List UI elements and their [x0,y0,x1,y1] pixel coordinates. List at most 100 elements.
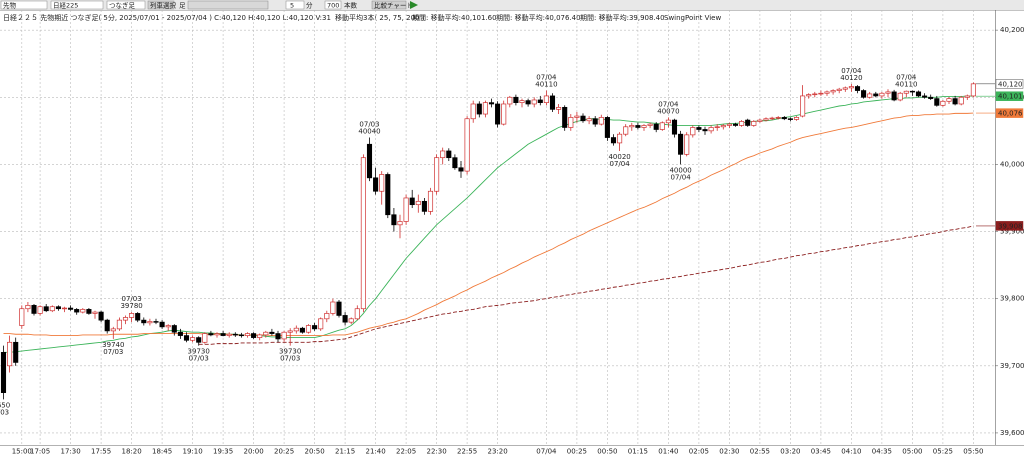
x-tick-label: 04:35 [872,448,892,456]
candle-body [653,123,659,130]
legend-entry: 期間: 移動平均:40,076.40 [496,13,581,22]
candle-body [879,92,885,97]
candle-body [903,90,909,94]
candle-body [257,334,263,338]
dropdown[interactable] [50,0,104,10]
candle-body [732,123,739,126]
candle-body [86,309,92,314]
candle-body [592,118,598,125]
candle-body [464,118,470,172]
candle-body [196,337,202,343]
candle-body [934,98,940,106]
candle-body [610,137,617,144]
candle-body [263,331,269,336]
candle-body [946,98,952,102]
x-tick-label: 19:35 [213,448,233,456]
candle-body [726,123,732,126]
candle-body [165,325,171,328]
candle-body [812,93,818,96]
candle-body [440,150,446,159]
y-tick-label: 39,800 [1000,295,1024,303]
candle-body [696,127,702,130]
chart-subtitle: 移動平均3本( 25, 75, 200 ) [335,13,425,22]
candle-body [488,102,495,105]
candle-body [574,115,580,118]
annotation-price: 40040 [358,128,380,136]
candle-body [525,100,531,105]
x-tick-label: 02:30 [719,448,739,456]
candle-body [861,90,867,98]
x-tick-label: 02:55 [750,448,770,456]
candle-body [556,106,562,110]
input[interactable] [324,0,342,10]
dropdown[interactable] [285,0,305,10]
toolbar-text: 分 [306,1,313,10]
candle-body [238,334,244,337]
candle-body [318,318,324,330]
dropdown[interactable] [106,0,146,10]
candle-body [763,118,769,121]
candle-body [226,333,232,336]
candle-body [952,98,958,105]
x-tick-label: 22:30 [427,448,447,456]
y-tick-label: 39,700 [1000,362,1024,370]
candle-body [312,325,318,330]
price-tag-label: 39,908 [998,222,1023,230]
annotation-date: /03 [0,408,9,416]
candle-body [580,115,586,122]
candle-body [714,126,720,128]
candle-body [446,150,452,159]
y-tick-label: 39,900 [1000,228,1024,236]
toolbar-text: 列車選択 [150,1,177,10]
candle-body [873,93,879,97]
candle-body [458,167,464,172]
indicator-label: SwingPoint View [664,14,721,22]
price-tag-label: 40,101 [998,93,1023,101]
icon-buttons[interactable] [187,0,269,10]
candle-body [49,306,55,312]
candle-body [336,301,342,316]
candle-body [251,333,257,338]
play-icon[interactable] [410,1,418,9]
candle-body [891,91,897,101]
chart-title: 日経２２５ 先物期近 つなぎ足( 5分, 2025/07/01 - 2025/0… [3,13,331,22]
candle-body [598,117,604,125]
moving-average-line [3,112,974,337]
toolbar-text: 5 [290,2,294,10]
x-tick-label: 03:20 [780,448,800,456]
candle-body [745,119,751,126]
candle-body [379,174,385,192]
candle-body [391,214,397,226]
x-tick-label: 05:25 [933,448,953,456]
candle-body [68,307,74,310]
candle-body [635,125,641,128]
candle-body [684,134,690,155]
toolbar: 先物 日経225 つなぎ足 列車選択 足 5 分 700 本数 比較チャート [0,0,1024,10]
button[interactable] [371,0,407,10]
annotation-price: 40020 [608,153,630,161]
candle-body [922,95,928,98]
candle-body [604,117,610,138]
candle-body [31,305,37,314]
candle-body [403,197,409,222]
annotation-date: 07/04 [658,100,679,108]
price-tag [995,91,1024,101]
x-tick-label: 17:55 [91,448,111,456]
candle-body [19,308,25,326]
candle-body [751,121,757,126]
y-tick-label: 40,000 [1000,160,1024,168]
candle-body [7,341,13,367]
candle-body [13,341,19,363]
dropdown[interactable] [0,0,48,10]
annotation-date: 07/04 [536,74,557,82]
button[interactable] [147,0,175,10]
moving-average-line [198,225,974,345]
candle-body [702,129,708,132]
annotation-date: 07/04 [841,67,862,75]
candle-body [629,125,635,128]
candle-body [305,325,312,333]
candle-body [360,157,366,310]
toolbar-text: 日経225 [53,1,78,10]
candle-body [854,86,861,91]
